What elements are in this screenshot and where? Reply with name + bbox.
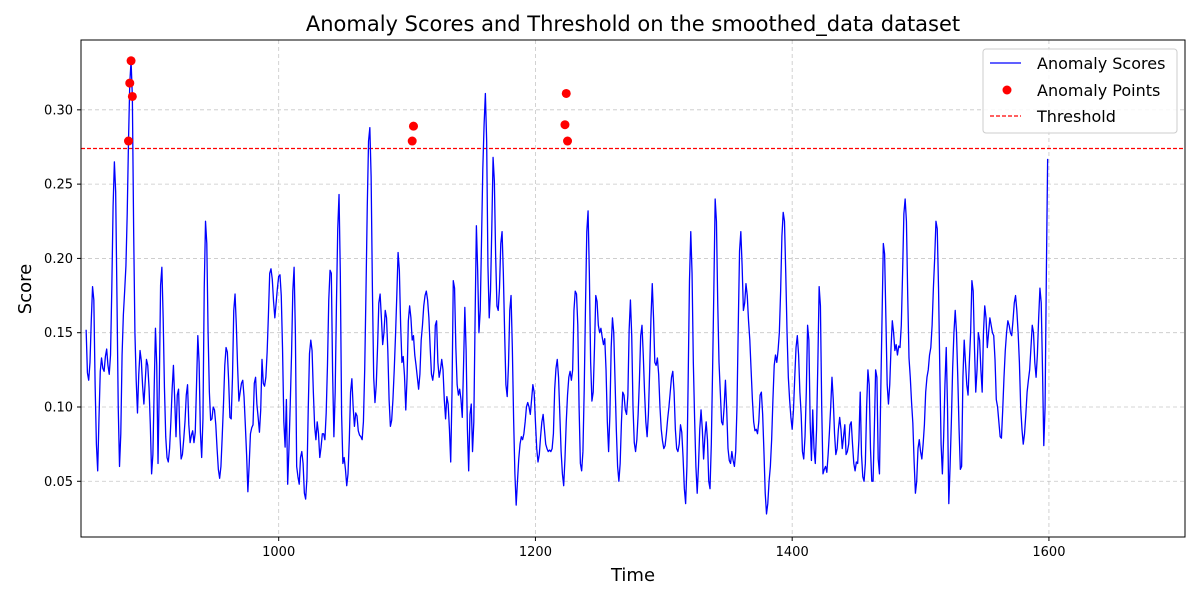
series-layer: [85, 60, 1049, 515]
y-tick-label: 0.20: [44, 252, 73, 267]
y-tick-label: 0.30: [44, 103, 73, 118]
y-tick-label: 0.15: [44, 326, 73, 341]
anomaly-point: [126, 56, 136, 66]
anomaly-point: [563, 136, 573, 146]
x-tick-label: 1600: [1032, 545, 1065, 560]
x-tick-label: 1000: [262, 545, 295, 560]
anomaly-scores-line: [85, 60, 1049, 515]
y-axis-label: Score: [15, 264, 36, 314]
anomaly-point: [560, 120, 570, 130]
y-tick-label: 0.05: [44, 475, 73, 490]
chart-title: Anomaly Scores and Threshold on the smoo…: [306, 12, 960, 37]
plot-frame: [80, 39, 1186, 538]
legend-label-threshold: Threshold: [1036, 107, 1116, 126]
y-tick-label: 0.25: [44, 178, 73, 193]
anomaly-point: [561, 88, 571, 98]
x-tick-label: 1200: [519, 545, 552, 560]
x-tick-label: 1400: [776, 545, 809, 560]
anomaly-points-layer: [123, 56, 573, 146]
x-axis-ticks: 1000 1200 1400 1600: [262, 537, 1065, 560]
y-tick-label: 0.10: [44, 400, 73, 415]
x-axis-label: Time: [610, 565, 655, 586]
anomaly-point: [407, 136, 417, 146]
anomaly-point: [408, 121, 418, 131]
legend: Anomaly Scores Anomaly Points Threshold: [982, 48, 1178, 134]
y-axis-ticks: 0.05 0.10 0.15 0.20 0.25 0.30: [44, 103, 81, 490]
legend-label-scores: Anomaly Scores: [1037, 54, 1165, 73]
legend-label-anomalies: Anomaly Points: [1037, 81, 1160, 100]
anomaly-point: [125, 78, 135, 88]
legend-marker-swatch: [1002, 85, 1012, 95]
anomaly-point: [123, 136, 133, 146]
legend-box: [982, 48, 1178, 134]
anomaly-point: [127, 91, 137, 101]
